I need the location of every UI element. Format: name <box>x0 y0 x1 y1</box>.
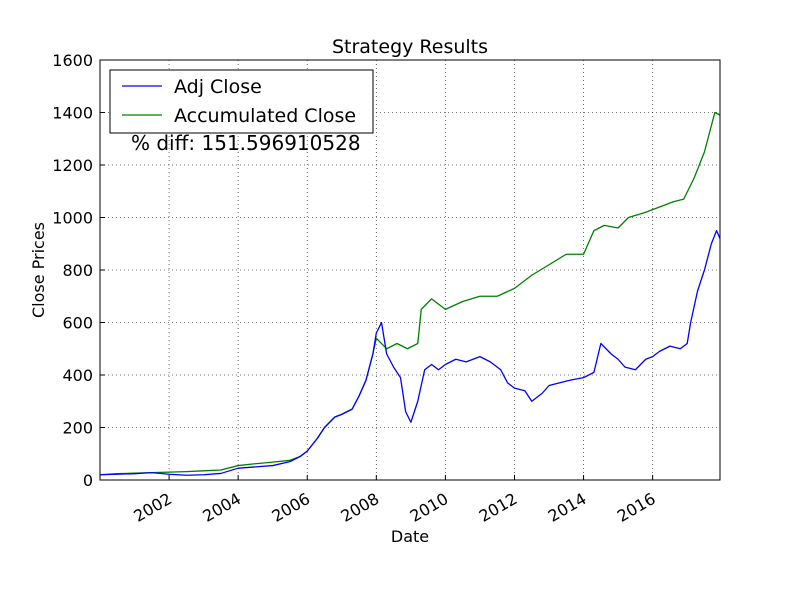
x-axis-label: Date <box>391 527 429 546</box>
y-tick-label: 600 <box>62 314 93 333</box>
legend: Adj Close Accumulated Close <box>109 69 374 134</box>
chart-title: Strategy Results <box>332 36 488 58</box>
percent-diff-annotation: % diff: 151.596910528 <box>131 131 361 155</box>
legend-label-adj-close: Adj Close <box>174 76 262 98</box>
legend-box <box>109 69 374 134</box>
x-tick-label: 2014 <box>545 489 590 526</box>
y-tick-label: 1400 <box>52 104 93 123</box>
x-tick-label: 2016 <box>614 489 659 526</box>
y-tick-label: 1000 <box>52 209 93 228</box>
y-tick-label: 200 <box>62 419 93 438</box>
series-line-accumulated-close <box>99 111 721 476</box>
y-tick-label: 1600 <box>52 51 93 70</box>
legend-label-accumulated-close: Accumulated Close <box>174 105 356 127</box>
y-tick-label: 400 <box>62 366 93 385</box>
series-line-adj-close <box>99 229 721 476</box>
x-tick-label: 2002 <box>130 489 175 526</box>
x-tick-label: 2006 <box>268 489 313 526</box>
x-tick-label: 2010 <box>407 489 452 526</box>
y-tick-label: 0 <box>83 471 93 490</box>
x-tick-label: 2008 <box>338 489 383 526</box>
y-tick-label: 1200 <box>52 156 93 175</box>
x-tick-label: 2004 <box>199 489 244 526</box>
y-axis-label: Close Prices <box>29 222 48 318</box>
grid <box>100 60 720 480</box>
y-tick-label: 800 <box>62 261 93 280</box>
x-tick-label: 2012 <box>476 489 521 526</box>
series-group <box>99 111 721 476</box>
